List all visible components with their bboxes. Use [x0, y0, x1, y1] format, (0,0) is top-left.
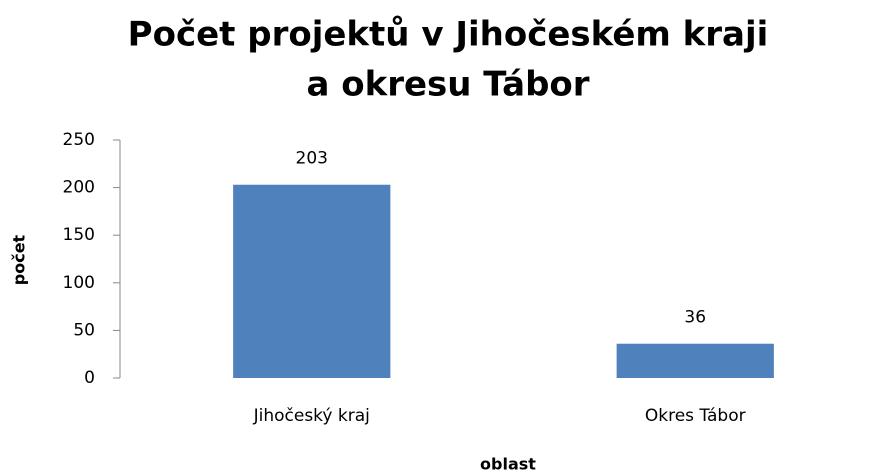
bar — [616, 343, 774, 378]
x-tick-label: Jihočeský kraj — [253, 406, 370, 426]
y-tick-label: 0 — [84, 368, 95, 388]
chart-title: a okresu Tábor — [306, 65, 589, 105]
x-axis-title: oblast — [480, 455, 536, 474]
data-label: 36 — [684, 308, 706, 328]
y-tick-label: 200 — [63, 178, 95, 198]
y-tick-label: 150 — [63, 225, 95, 245]
y-tick-label: 50 — [73, 320, 95, 340]
x-tick-label: Okres Tábor — [645, 406, 746, 426]
bar — [233, 184, 391, 378]
y-axis-title: počet — [10, 234, 29, 285]
y-tick-label: 100 — [63, 273, 95, 293]
y-tick-label: 250 — [63, 130, 95, 150]
chart-title: Počet projektů v Jihočeském kraji — [128, 15, 769, 55]
data-label: 203 — [296, 149, 328, 169]
